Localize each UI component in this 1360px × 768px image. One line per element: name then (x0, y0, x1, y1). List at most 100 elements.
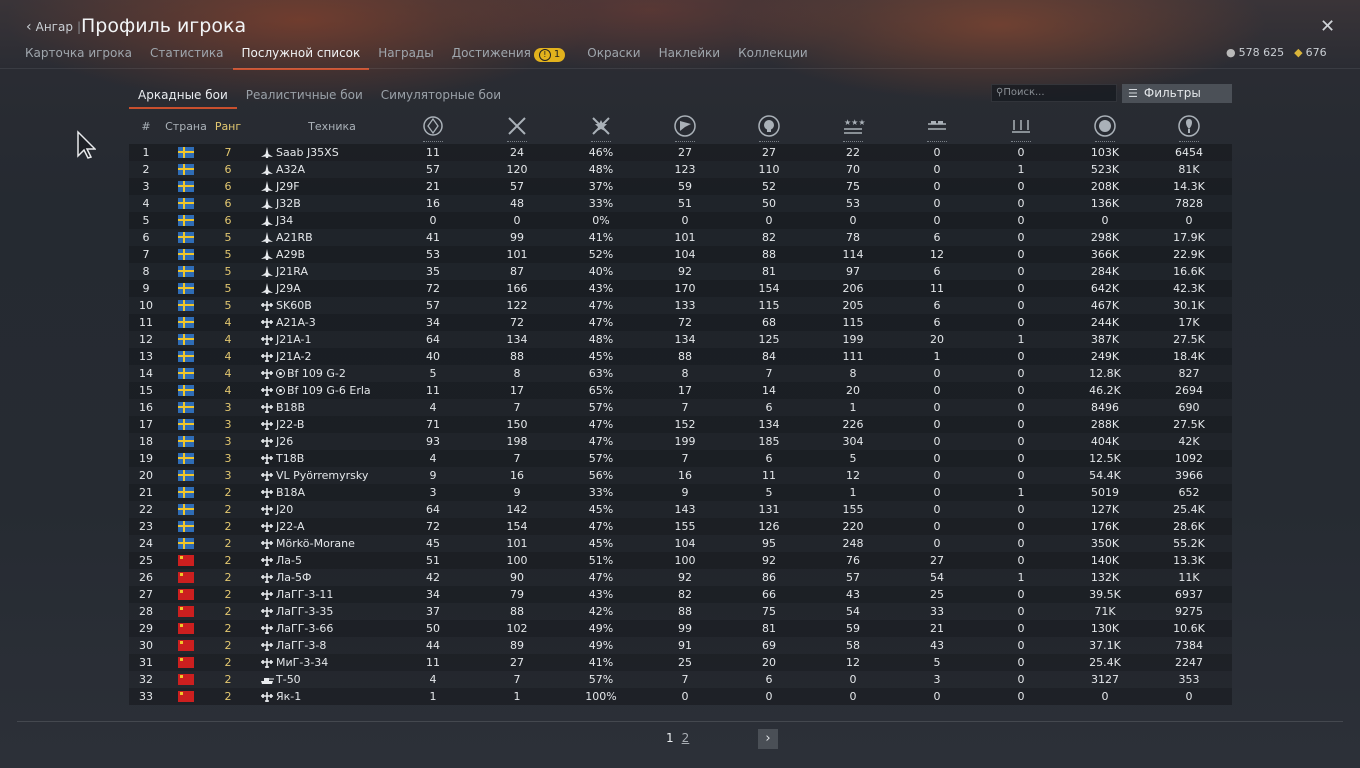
stat-cell: 166 (506, 282, 528, 295)
stat-cell: 206 (842, 282, 864, 295)
table-row[interactable]: 18 3 J26 93 198 47% 199 185 304 0 0 404K 42K (129, 433, 1232, 450)
column-country[interactable]: Страна (165, 120, 207, 133)
tab-7[interactable]: Коллекции (738, 46, 808, 60)
table-row[interactable]: 11 4 A21A-3 34 72 47% 72 68 115 6 0 244K 17K (129, 314, 1232, 331)
stat-cell: 170 (674, 282, 696, 295)
air-kills-icon[interactable]: ★★★ (841, 114, 866, 142)
row-number: 5 (142, 214, 150, 227)
close-icon[interactable]: ✕ (1320, 16, 1336, 37)
stat-cell: 0 (1185, 214, 1193, 227)
table-row[interactable]: 8 5 J21RA 35 87 40% 92 81 97 6 0 284K 16.6K (129, 263, 1232, 280)
stat-cell: 0 (933, 163, 941, 176)
ussr-flag-icon (178, 691, 194, 702)
table-row[interactable]: 10 5 SK60B 57 122 47% 133 115 205 6 0 467K 30.1K (129, 297, 1232, 314)
victories-icon[interactable] (589, 114, 613, 142)
table-row[interactable]: 19 3 T18B 4 7 57% 7 6 5 0 0 12.5K 1092 (129, 450, 1232, 467)
table-row[interactable]: 15 4 Bf 109 G-6 Erla 11 17 65% 17 14 20 0 0 46.2K 26… (129, 382, 1232, 399)
table-row[interactable]: 9 5 J29A 72 166 43% 170 154 206 11 0 642K 42.3K (129, 280, 1232, 297)
table-row[interactable]: 31 2 МиГ-3-34 11 27 41% 25 20 12 5 0 25.4K 2247 (129, 654, 1232, 671)
stat-cell: 0 (1017, 435, 1025, 448)
tab-1[interactable]: Статистика (150, 46, 224, 60)
mode-tab-0[interactable]: Аркадные бои (129, 88, 237, 109)
table-row[interactable]: 20 3 VL Pyörremyrsky 9 16 56% 16 11 12 0 0 54.4K 396… (129, 467, 1232, 484)
tab-3[interactable]: Награды (378, 46, 434, 60)
row-number: 29 (139, 622, 153, 635)
prop-aircraft-icon (260, 316, 274, 329)
search-icon: ⚲ (996, 87, 1004, 98)
column-vehicle[interactable]: Техника (308, 120, 356, 133)
table-row[interactable]: 17 3 J22-B 71 150 47% 152 134 226 0 0 288K 27.5K (129, 416, 1232, 433)
table-row[interactable]: 13 4 J21A-2 40 88 45% 88 84 111 1 0 249K 18.4K (129, 348, 1232, 365)
table-row[interactable]: 27 2 ЛаГГ-3-11 34 79 43% 82 66 43 25 0 39.5K 6937 (129, 586, 1232, 603)
table-row[interactable]: 3 6 J29F 21 57 37% 59 52 75 0 0 208K 14.3K (129, 178, 1232, 195)
table-row[interactable]: 21 2 B18A 3 9 33% 9 5 1 0 1 5019 652 (129, 484, 1232, 501)
page-current[interactable]: 1 (666, 731, 674, 745)
table-row[interactable]: 4 6 J32B 16 48 33% 51 50 53 0 0 136K 7828 (129, 195, 1232, 212)
table-row[interactable]: 32 2 Т-50 4 7 57% 7 6 0 3 0 3127 353 (129, 671, 1232, 688)
battles-icon[interactable] (421, 114, 445, 142)
stat-cell: 58 (846, 639, 860, 652)
table-row[interactable]: 12 4 J21A-1 64 134 48% 134 125 199 20 1 387K 27.5K (129, 331, 1232, 348)
tab-4[interactable]: Достижения! 1 (443, 44, 575, 68)
column-number[interactable]: # (141, 120, 151, 133)
stat-cell: 46% (588, 146, 614, 159)
stat-cell: 42 (426, 571, 440, 584)
stat-cell: 304 (842, 435, 864, 448)
stat-cell: 93 (426, 435, 440, 448)
stat-cell: 70 (846, 163, 860, 176)
table-row[interactable]: 22 2 J20 64 142 45% 143 131 155 0 0 127K 25.4K (129, 501, 1232, 518)
stat-cell: 72 (678, 316, 692, 329)
table-row[interactable]: 23 2 J22-A 72 154 47% 155 126 220 0 0 176K 28.6K (129, 518, 1232, 535)
table-row[interactable]: 25 2 Ла-5 51 100 51% 100 92 76 27 0 140K 13.3K (129, 552, 1232, 569)
mode-tab-2[interactable]: Симуляторные бои (380, 88, 502, 102)
stat-cell: 8 (681, 367, 689, 380)
tab-2[interactable]: Послужной список (232, 44, 370, 70)
silver-lions-icon[interactable] (1093, 114, 1117, 142)
tab-5[interactable]: Окраски (587, 46, 641, 60)
flag-capture-icon[interactable] (673, 114, 697, 142)
table-row[interactable]: 1 7 Saab J35XS 11 24 46% 27 27 22 0 0 103K 6454 (129, 144, 1232, 161)
stat-cell: 0 (1017, 588, 1025, 601)
stat-cell: 0 (933, 180, 941, 193)
filters-button[interactable]: ☰ Фильтры (1122, 84, 1232, 103)
table-row[interactable]: 33 2 Як-1 1 1 100% 0 0 0 0 0 0 0 (129, 688, 1232, 705)
prop-aircraft-icon (260, 537, 274, 550)
tab-0[interactable]: Карточка игрока (25, 46, 132, 60)
table-row[interactable]: 16 3 B18B 4 7 57% 7 6 1 0 0 8496 690 (129, 399, 1232, 416)
naval-kills-icon[interactable] (1009, 114, 1033, 142)
mode-tab-1[interactable]: Реалистичные бои (245, 88, 363, 102)
row-rank: 6 (224, 163, 232, 176)
table-row[interactable]: 5 6 J34 0 0 0% 0 0 0 0 0 0 0 (129, 212, 1232, 229)
stat-cell: 53 (426, 248, 440, 261)
stat-cell: 0 (1017, 180, 1025, 193)
row-rank: 5 (224, 248, 232, 261)
vehicle-name: ЛаГГ-3-8 (276, 639, 327, 652)
table-row[interactable]: 2 6 A32A 57 120 48% 123 110 70 0 1 523K 81K (129, 161, 1232, 178)
table-row[interactable]: 28 2 ЛаГГ-3-35 37 88 42% 88 75 54 33 0 71K 9275 (129, 603, 1232, 620)
column-rank[interactable]: Ранг (214, 120, 242, 133)
table-row[interactable]: 6 5 A21RB 41 99 41% 101 82 78 6 0 298K 17.9K (129, 229, 1232, 246)
deaths-icon[interactable] (757, 114, 781, 142)
page-link[interactable]: 2 (681, 731, 690, 745)
table-row[interactable]: 29 2 ЛаГГ-3-66 50 102 49% 99 81 59 21 0 130K 10.6K (129, 620, 1232, 637)
table-row[interactable]: 24 2 Mörkö-Morane 45 101 45% 104 95 248 0 0 350K 55.… (129, 535, 1232, 552)
back-to-hangar-button[interactable]: ‹ Ангар | (26, 19, 81, 35)
table-row[interactable]: 7 5 A29B 53 101 52% 104 88 114 12 0 366K 22.9K (129, 246, 1232, 263)
next-page-button[interactable]: › (758, 729, 778, 749)
table-row[interactable]: 14 4 Bf 109 G-2 5 8 63% 8 7 8 0 0 12.8K 827 (129, 365, 1232, 382)
table-row[interactable]: 26 2 Ла-5Ф 42 90 47% 92 86 57 54 1 132K 11K (129, 569, 1232, 586)
research-points-icon[interactable] (1177, 114, 1201, 142)
stat-cell: 199 (674, 435, 696, 448)
sweden-flag-icon (178, 487, 194, 498)
stat-cell: 92 (678, 571, 692, 584)
tab-6[interactable]: Наклейки (658, 46, 721, 60)
stat-cell: 0 (1017, 554, 1025, 567)
table-row[interactable]: 30 2 ЛаГГ-3-8 44 89 49% 91 69 58 43 0 37.1K 7384 (129, 637, 1232, 654)
row-rank: 4 (224, 316, 232, 329)
search-input[interactable]: ⚲Поиск... (991, 84, 1117, 102)
stat-cell: 1 (513, 690, 521, 703)
respawns-icon[interactable] (505, 114, 529, 142)
row-number: 27 (139, 588, 153, 601)
ground-kills-icon[interactable] (925, 114, 949, 142)
stat-cell: 0 (849, 690, 857, 703)
